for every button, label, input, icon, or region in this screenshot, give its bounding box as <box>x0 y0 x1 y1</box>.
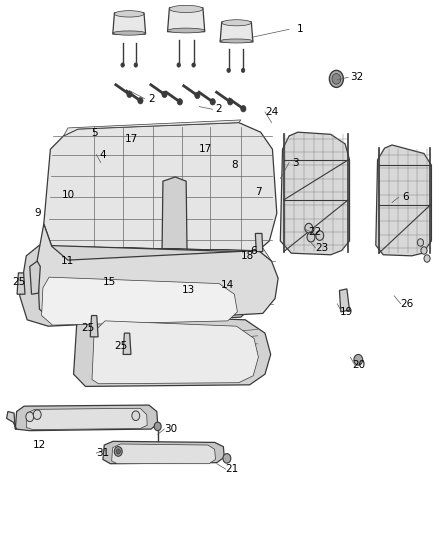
Text: 7: 7 <box>255 187 262 197</box>
Circle shape <box>329 70 343 87</box>
Text: 2: 2 <box>215 104 223 114</box>
Polygon shape <box>167 8 205 32</box>
Text: 6: 6 <box>402 192 409 202</box>
Polygon shape <box>92 321 258 384</box>
Text: 31: 31 <box>96 448 110 458</box>
Circle shape <box>121 63 124 67</box>
Circle shape <box>228 99 233 105</box>
Text: 8: 8 <box>231 160 238 170</box>
Text: 6: 6 <box>251 246 258 255</box>
Polygon shape <box>37 224 278 325</box>
Polygon shape <box>255 233 263 252</box>
Polygon shape <box>112 444 215 464</box>
Polygon shape <box>280 132 350 255</box>
Polygon shape <box>90 316 98 337</box>
Text: 4: 4 <box>99 150 106 159</box>
Text: 26: 26 <box>401 299 414 309</box>
Circle shape <box>417 239 424 246</box>
Text: 9: 9 <box>34 208 41 218</box>
Polygon shape <box>123 333 131 354</box>
Circle shape <box>305 223 313 233</box>
Text: 3: 3 <box>292 158 299 167</box>
Text: 10: 10 <box>61 190 74 199</box>
Text: 17: 17 <box>199 144 212 154</box>
Circle shape <box>114 447 122 456</box>
Circle shape <box>354 354 363 365</box>
Text: 15: 15 <box>103 278 116 287</box>
Ellipse shape <box>220 39 253 43</box>
Circle shape <box>127 91 132 98</box>
Polygon shape <box>103 441 224 464</box>
Text: 14: 14 <box>221 280 234 290</box>
Text: 24: 24 <box>265 107 278 117</box>
Ellipse shape <box>167 28 205 33</box>
Circle shape <box>421 247 427 254</box>
Text: 20: 20 <box>353 360 366 370</box>
Text: 19: 19 <box>339 307 353 317</box>
Text: 23: 23 <box>315 243 328 253</box>
Ellipse shape <box>170 5 203 13</box>
Ellipse shape <box>113 31 145 35</box>
Text: 25: 25 <box>12 278 25 287</box>
Circle shape <box>154 422 161 431</box>
Circle shape <box>241 68 245 72</box>
Polygon shape <box>113 13 145 34</box>
Text: 13: 13 <box>182 286 195 295</box>
Polygon shape <box>74 314 271 386</box>
Text: 18: 18 <box>241 251 254 261</box>
Text: 17: 17 <box>125 134 138 143</box>
Text: 21: 21 <box>226 464 239 474</box>
Circle shape <box>424 255 430 262</box>
Circle shape <box>138 98 143 104</box>
Circle shape <box>195 92 200 99</box>
Polygon shape <box>20 245 258 326</box>
Polygon shape <box>15 405 158 431</box>
Text: 11: 11 <box>61 256 74 266</box>
Circle shape <box>132 411 140 421</box>
Circle shape <box>241 106 246 112</box>
Text: 1: 1 <box>297 25 304 34</box>
Ellipse shape <box>222 20 251 26</box>
Polygon shape <box>220 22 253 42</box>
Text: 5: 5 <box>91 128 98 138</box>
Polygon shape <box>30 261 40 294</box>
Polygon shape <box>7 411 17 429</box>
Text: 2: 2 <box>148 94 155 103</box>
Circle shape <box>33 410 41 419</box>
Ellipse shape <box>114 11 144 17</box>
Polygon shape <box>44 123 277 260</box>
Polygon shape <box>339 289 350 312</box>
Circle shape <box>223 454 231 463</box>
Text: 25: 25 <box>114 342 127 351</box>
Polygon shape <box>376 145 431 256</box>
Text: 30: 30 <box>164 424 177 434</box>
Text: 25: 25 <box>81 323 94 333</box>
Text: 22: 22 <box>309 227 322 237</box>
Polygon shape <box>162 177 187 251</box>
Text: 12: 12 <box>33 440 46 450</box>
Circle shape <box>116 449 120 454</box>
Circle shape <box>227 68 230 72</box>
Polygon shape <box>42 277 237 325</box>
Circle shape <box>307 232 315 242</box>
Circle shape <box>177 99 183 105</box>
Circle shape <box>316 231 324 240</box>
Circle shape <box>192 63 195 67</box>
Polygon shape <box>17 273 25 294</box>
Circle shape <box>134 63 138 67</box>
Polygon shape <box>26 408 147 430</box>
Circle shape <box>177 63 180 67</box>
Circle shape <box>26 412 34 422</box>
Circle shape <box>332 74 341 84</box>
Circle shape <box>210 99 215 105</box>
Circle shape <box>162 91 167 98</box>
Text: 32: 32 <box>350 72 364 82</box>
Polygon shape <box>52 246 272 261</box>
Polygon shape <box>64 120 241 136</box>
